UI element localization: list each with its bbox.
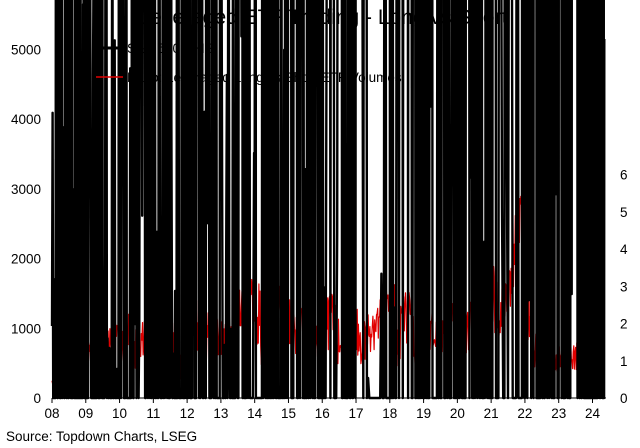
right-tick-label: 0 xyxy=(620,391,628,406)
x-tick-label: 10 xyxy=(112,406,127,421)
left-tick-label: 3000 xyxy=(11,182,41,197)
x-tick-label: 08 xyxy=(44,406,59,421)
x-tick-label: 09 xyxy=(78,406,93,421)
left-tick-label: 0 xyxy=(33,391,41,406)
x-tick-label: 22 xyxy=(517,406,532,421)
x-tick-label: 24 xyxy=(585,406,601,421)
legend-label-sp500: S&P 500 [LHS] xyxy=(127,41,218,56)
x-tick-label: 15 xyxy=(281,406,296,421)
x-tick-label: 21 xyxy=(484,406,499,421)
left-tick-label: 2000 xyxy=(11,252,41,267)
sp500-series-line xyxy=(50,0,606,400)
x-tick-label: 11 xyxy=(146,406,160,421)
x-tick-label: 14 xyxy=(247,406,263,421)
x-tick-label: 12 xyxy=(180,406,195,421)
source-note: Source: Topdown Charts, LSEG xyxy=(6,429,197,444)
left-axis-ticks: 0 1000 2000 3000 4000 5000 xyxy=(11,43,41,407)
x-tick-label: 17 xyxy=(349,406,364,421)
left-tick-label: 1000 xyxy=(11,321,41,336)
x-tick-label: 18 xyxy=(382,406,397,421)
right-tick-label: 5 xyxy=(620,205,628,220)
right-tick-label: 4 xyxy=(620,242,628,257)
x-tick-label: 20 xyxy=(450,406,465,421)
legend-label-ratio: Ratio: Leveraged Long vs Short ETF Volum… xyxy=(127,70,402,85)
legend: S&P 500 [LHS] Ratio: Leveraged Long vs S… xyxy=(96,41,402,85)
x-tick-label: 13 xyxy=(213,406,228,421)
x-axis-ticks: 08 09 10 11 12 13 14 15 16 17 18 19 20 21 22 23 24 xyxy=(44,398,600,421)
right-tick-label: 6 xyxy=(620,168,628,183)
left-tick-label: 4000 xyxy=(11,112,41,127)
left-tick-label: 5000 xyxy=(11,43,41,58)
x-tick-label: 23 xyxy=(551,406,566,421)
x-tick-label: 16 xyxy=(315,406,330,421)
right-tick-label: 3 xyxy=(620,279,628,294)
right-axis-ticks: 0 1 2 3 4 5 6 xyxy=(620,168,628,407)
right-tick-label: 2 xyxy=(620,317,628,332)
x-tick-label: 19 xyxy=(416,406,431,421)
right-tick-label: 1 xyxy=(620,354,628,369)
